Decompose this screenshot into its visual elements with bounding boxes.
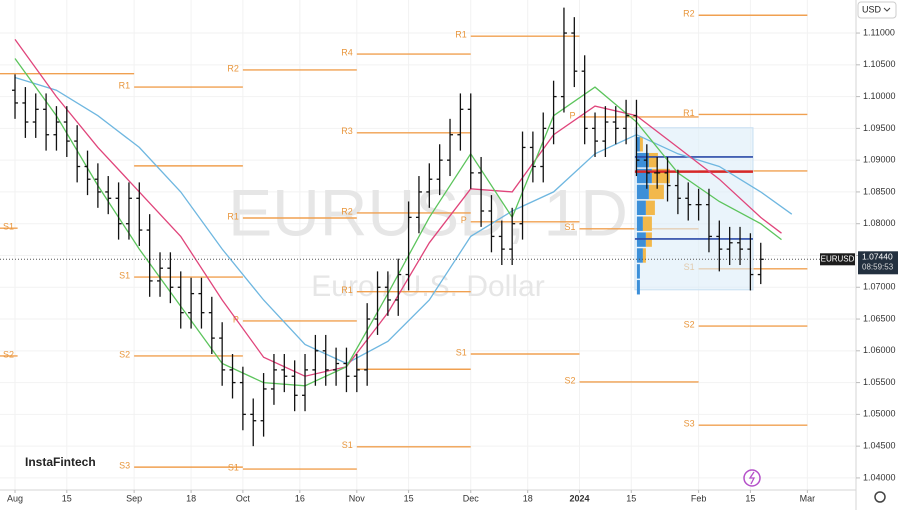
pivot-label: R1 xyxy=(227,211,239,221)
pivot-label: S1 xyxy=(228,462,239,472)
pivot-label: S2 xyxy=(684,319,695,329)
y-tick-label: 1.04000 xyxy=(863,472,896,482)
y-tick-label: 1.06000 xyxy=(863,345,896,355)
pivot-label: R3 xyxy=(341,126,353,136)
x-tick-label: 18 xyxy=(523,493,533,503)
profile-bar-blue xyxy=(636,200,646,216)
pivot-label: P xyxy=(461,215,467,225)
pivot-label: R4 xyxy=(341,47,353,57)
x-tick-label: Mar xyxy=(800,493,816,503)
pivot-label: S2 xyxy=(564,375,575,385)
x-tick-label: 16 xyxy=(295,493,305,503)
x-tick-label: 15 xyxy=(745,493,755,503)
symbol-tag-label: EURUSD xyxy=(821,254,855,263)
plot: S1S2R1S1S2S3R2R1PS1R4R3R2R1S1R1PS1PS1S2R… xyxy=(0,7,855,472)
currency-select[interactable] xyxy=(857,1,897,19)
y-tick-label: 1.08000 xyxy=(863,218,896,228)
x-tick-label: Nov xyxy=(349,493,366,503)
pivot-label: S1 xyxy=(3,222,14,232)
pivot-label: R1 xyxy=(683,108,695,118)
pivot-label: S1 xyxy=(456,347,467,357)
x-tick-label: Sep xyxy=(126,493,142,503)
pivot-label: S2 xyxy=(3,349,14,359)
x-tick-label: Oct xyxy=(236,493,251,503)
profile-bar-blue xyxy=(636,264,640,279)
y-tick-label: 1.10500 xyxy=(863,59,896,69)
pivot-label: R2 xyxy=(341,206,353,216)
profile-bar-orange xyxy=(648,184,664,200)
settings-icon[interactable] xyxy=(874,491,886,503)
profile-bar-orange xyxy=(642,248,646,263)
y-tick-label: 1.09500 xyxy=(863,123,896,133)
pivot-label: S1 xyxy=(564,222,575,232)
x-tick-label: 18 xyxy=(186,493,196,503)
y-tick-label: 1.08500 xyxy=(863,186,896,196)
currency-label: USD xyxy=(862,4,882,14)
lightning-bolt xyxy=(748,471,756,485)
profile-bar-blue xyxy=(636,137,640,152)
profile-bar-blue xyxy=(636,248,643,263)
symbol-tag xyxy=(820,253,855,266)
y-tick-label: 1.05000 xyxy=(863,409,896,419)
profile-bar-orange xyxy=(648,152,658,168)
x-tick-label: Feb xyxy=(691,493,707,503)
price-tag xyxy=(858,251,898,275)
countdown-label: 08:59:53 xyxy=(862,262,894,271)
y-tick-label: 1.05500 xyxy=(863,377,896,387)
lightning-icon[interactable] xyxy=(743,469,761,487)
profile-bar-orange xyxy=(639,137,643,152)
x-tick-label: 15 xyxy=(626,493,636,503)
y-tick-label: 1.10000 xyxy=(863,91,896,101)
y-tick-label: 1.07000 xyxy=(863,282,896,292)
profile-bar-blue xyxy=(636,216,643,231)
watermark-subtitle: Euro / U.S. Dollar xyxy=(311,270,544,303)
moving-average xyxy=(14,76,793,365)
pivot-label: S3 xyxy=(684,419,695,429)
x-tick-label: 15 xyxy=(404,493,414,503)
profile-bar-blue xyxy=(636,280,640,295)
pivot-label: S1 xyxy=(119,270,130,280)
dropdown-arrow xyxy=(883,7,891,12)
pivot-label: R1 xyxy=(455,30,467,40)
profile-bar-orange xyxy=(645,200,655,216)
x-tick-label: 15 xyxy=(62,493,72,503)
y-tick-label: 1.09000 xyxy=(863,155,896,165)
pivot-label: P xyxy=(569,110,575,120)
price-tag-label: 1.07440 xyxy=(862,252,893,262)
y-tick-label: 1.04500 xyxy=(863,441,896,451)
y-tick-label: 1.06500 xyxy=(863,313,896,323)
profile-bar-blue xyxy=(636,184,649,200)
pivot-label: S2 xyxy=(119,349,130,359)
y-tick-label: 1.11000 xyxy=(863,27,895,37)
pivot-label: S3 xyxy=(119,460,130,470)
profile-bar-orange xyxy=(642,216,652,231)
pivot-label: R1 xyxy=(341,285,353,295)
pivot-label: S1 xyxy=(342,440,353,450)
pivot-label: R2 xyxy=(683,9,695,19)
x-tick-label: Aug xyxy=(7,493,23,503)
x-tick-label: Dec xyxy=(463,493,480,503)
x-tick-label: 2024 xyxy=(569,493,589,503)
brand-logo: InstaFintech xyxy=(25,455,96,469)
pivot-label: R2 xyxy=(227,63,239,73)
pivot-label: R1 xyxy=(119,80,131,90)
